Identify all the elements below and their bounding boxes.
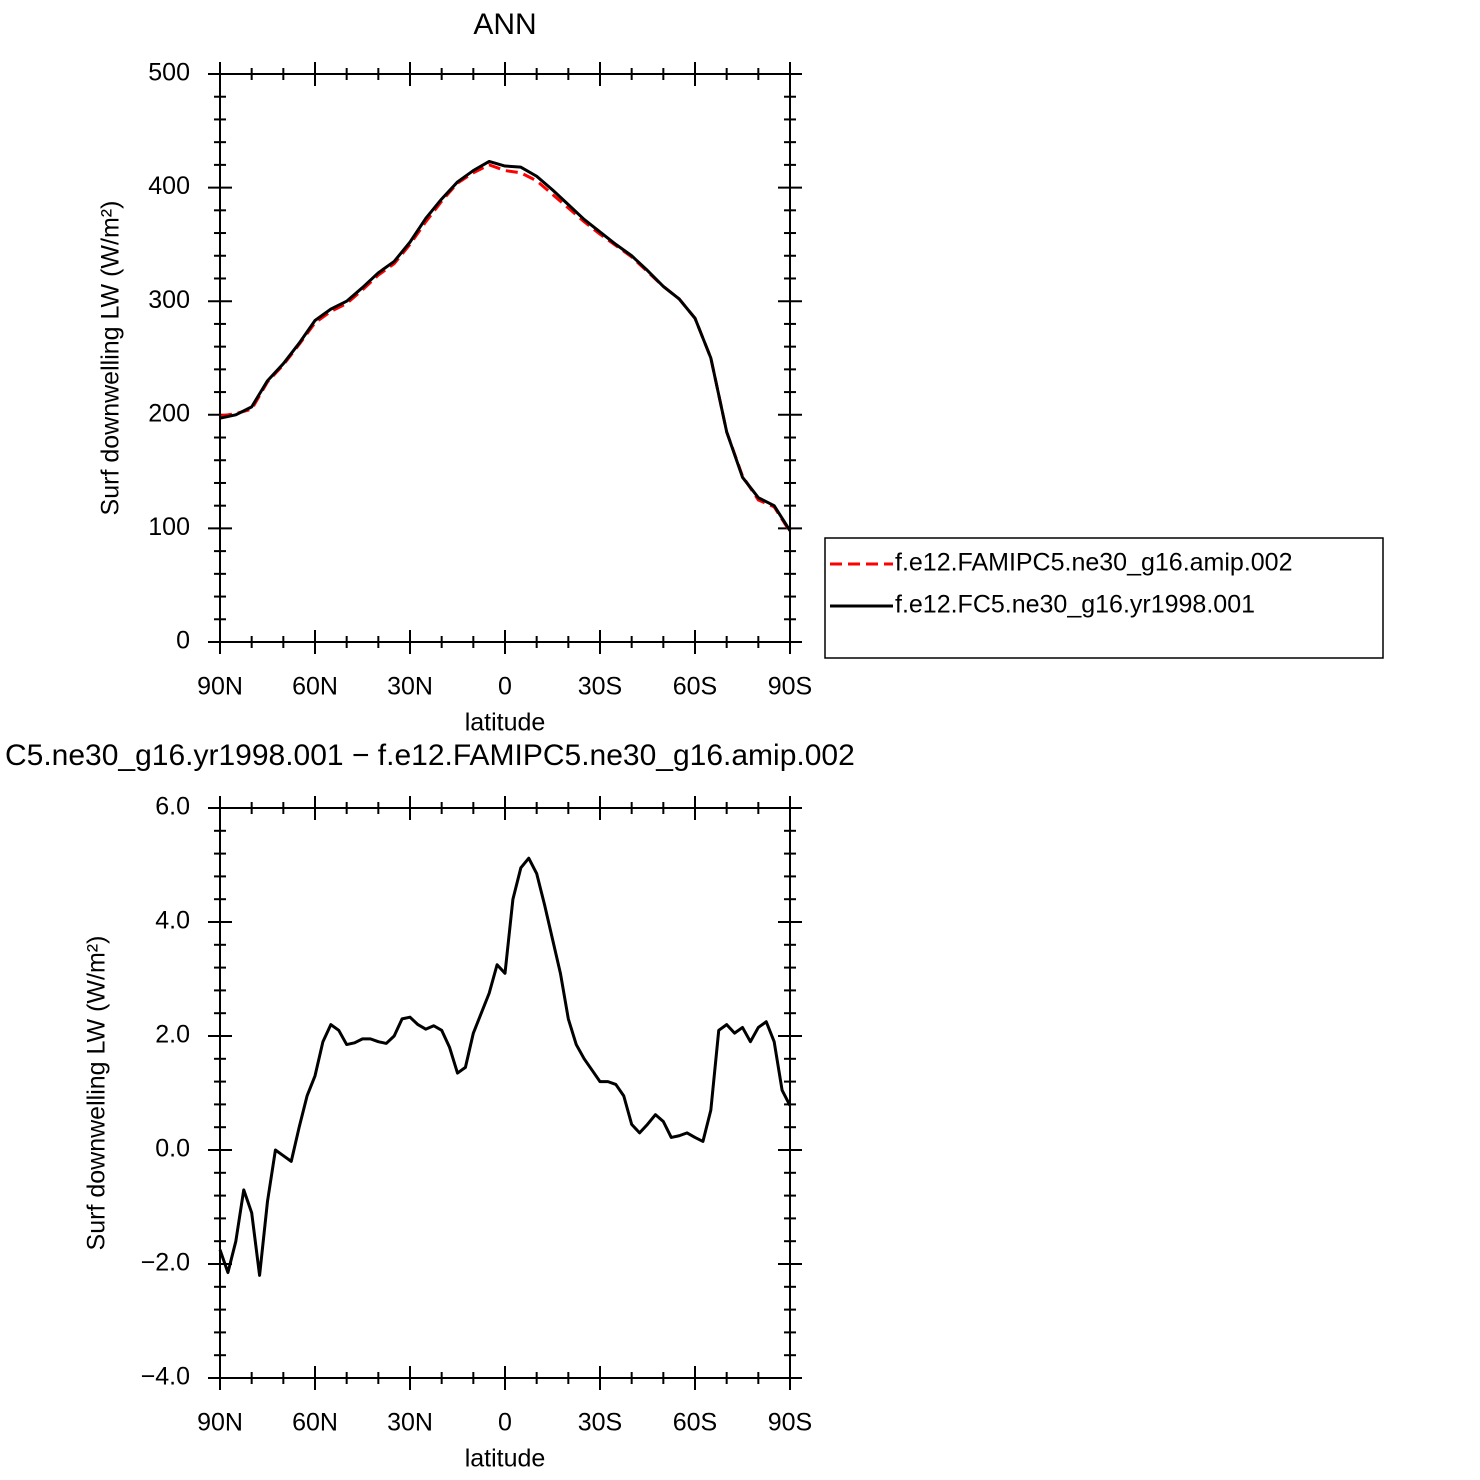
- legend-label: f.e12.FC5.ne30_g16.yr1998.001: [895, 591, 1255, 619]
- x-axis-label: latitude: [465, 709, 546, 737]
- x-tick-label: 60S: [673, 1409, 717, 1437]
- y-tick-label: 500: [148, 59, 190, 87]
- chart-title: ANN: [473, 8, 536, 41]
- y-tick-label: 0.0: [155, 1135, 190, 1163]
- y-tick-label: 300: [148, 286, 190, 314]
- y-tick-label: 2.0: [155, 1021, 190, 1049]
- y-tick-label: −4.0: [141, 1363, 190, 1391]
- y-tick-label: 100: [148, 513, 190, 541]
- x-tick-label: 30S: [578, 673, 622, 701]
- legend-label: f.e12.FAMIPC5.ne30_g16.amip.002: [895, 549, 1293, 577]
- x-tick-label: 60N: [292, 673, 338, 701]
- y-tick-label: −2.0: [141, 1249, 190, 1277]
- x-tick-label: 90S: [768, 1409, 812, 1437]
- series-line: [219, 159, 792, 532]
- series-line: [219, 163, 792, 533]
- plot-frame: [219, 807, 791, 1379]
- y-tick-label: 4.0: [155, 907, 190, 935]
- x-tick-label: 30N: [387, 1409, 433, 1437]
- x-tick-label: 90S: [768, 673, 812, 701]
- y-tick-label: 200: [148, 399, 190, 427]
- y-tick-label: 400: [148, 172, 190, 200]
- legend-box: [824, 537, 1384, 659]
- chart-title: C5.ne30_g16.yr1998.001 − f.e12.FAMIPC5.n…: [5, 739, 855, 772]
- x-tick-label: 90N: [197, 673, 243, 701]
- y-axis-label: Surf downwelling LW (W/m²): [83, 936, 111, 1251]
- x-tick-label: 60S: [673, 673, 717, 701]
- y-tick-label: 0: [176, 627, 190, 655]
- x-tick-label: 30N: [387, 673, 433, 701]
- y-tick-label: 6.0: [155, 793, 190, 821]
- x-tick-label: 60N: [292, 1409, 338, 1437]
- x-tick-label: 30S: [578, 1409, 622, 1437]
- y-axis-label: Surf downwelling LW (W/m²): [97, 201, 125, 516]
- series-line: [218, 856, 792, 1277]
- x-tick-label: 90N: [197, 1409, 243, 1437]
- x-tick-label: 0: [498, 1409, 512, 1437]
- x-tick-label: 0: [498, 673, 512, 701]
- plot-frame: [219, 73, 791, 643]
- x-axis-label: latitude: [465, 1445, 546, 1473]
